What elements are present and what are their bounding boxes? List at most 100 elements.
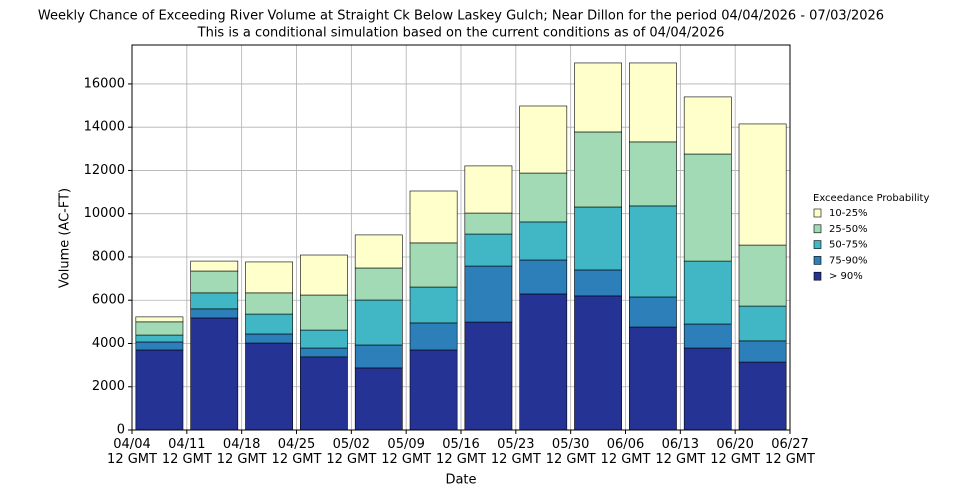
bar-segment: [409, 349, 458, 431]
bar-segment: [409, 242, 458, 288]
bar-segment: [190, 260, 239, 272]
bar-segment: [245, 342, 293, 431]
bar-segment: [519, 172, 568, 223]
x-tick-label: 04/11 12 GMT: [161, 437, 212, 467]
bar-segment: [135, 321, 184, 336]
bar-segment: [519, 105, 568, 174]
bar-segment: [300, 294, 348, 331]
x-tick-label: 04/25 12 GMT: [271, 437, 322, 467]
bar-segment: [300, 329, 348, 349]
bar-segment: [464, 233, 513, 267]
legend-label: 25-50%: [829, 224, 868, 235]
legend-label: 10-25%: [829, 208, 868, 219]
bar-segment: [190, 292, 239, 310]
x-tick-label: 06/13 12 GMT: [655, 437, 706, 467]
bar-segment: [629, 141, 677, 207]
bar-segment: [300, 356, 348, 431]
bar-segment: [464, 321, 513, 431]
bar-segment: [190, 270, 239, 294]
bar-segment: [519, 221, 568, 261]
bar-segment: [738, 361, 787, 431]
legend-label: 50-75%: [829, 240, 868, 251]
bar-segment: [683, 153, 732, 262]
bar-segment: [190, 308, 239, 319]
y-tick-label: 8000: [92, 249, 125, 264]
bar-segment: [135, 334, 184, 343]
x-tick-label: 05/30 12 GMT: [545, 437, 596, 467]
y-tick-label: 0: [117, 423, 125, 438]
bar-segment: [629, 326, 677, 431]
x-axis-label: Date: [445, 473, 476, 488]
x-tick-label: 06/06 12 GMT: [600, 437, 651, 467]
legend-swatch: [813, 271, 822, 281]
y-axis-label: Volume (AC-FT): [58, 188, 73, 288]
legend-swatch: [813, 208, 822, 218]
legend-label: 75-90%: [829, 255, 868, 266]
y-tick-label: 10000: [84, 206, 125, 221]
bar-segment: [574, 131, 622, 208]
bar-segment: [738, 305, 787, 342]
bar-segment: [300, 347, 348, 358]
bar-segment: [464, 265, 513, 323]
x-tick-label: 05/23 12 GMT: [490, 437, 541, 467]
y-tick-label: 16000: [84, 76, 125, 91]
bar-segment: [354, 299, 403, 346]
bar-segment: [683, 96, 732, 155]
bar-segment: [245, 313, 293, 335]
bar-segment: [135, 341, 184, 351]
y-tick-label: 6000: [92, 293, 125, 308]
x-tick-label: 05/09 12 GMT: [381, 437, 432, 467]
legend-title: Exceedance Probability: [813, 193, 929, 204]
bar-segment: [519, 293, 568, 431]
legend-swatch: [813, 256, 822, 265]
y-tick-label: 14000: [84, 120, 125, 135]
bar-segment: [354, 344, 403, 369]
bar-segment: [135, 349, 184, 431]
plot-frame: [131, 44, 791, 431]
bar-segment: [245, 333, 293, 344]
y-tick-label: 12000: [84, 163, 125, 178]
bar-segment: [574, 206, 622, 271]
bar-segment: [574, 62, 622, 133]
bar-segment: [738, 340, 787, 363]
x-tick-label: 04/18 12 GMT: [216, 437, 267, 467]
bar-segment: [629, 205, 677, 298]
bar-segment: [683, 260, 732, 325]
x-tick-label: 05/16 12 GMT: [436, 437, 486, 467]
x-tick-label: 06/20 12 GMT: [710, 437, 761, 467]
legend-label: > 90%: [829, 271, 863, 282]
y-tick-label: 4000: [92, 336, 125, 351]
bar-segment: [629, 296, 677, 328]
bar-segment: [683, 323, 732, 349]
bar-segment: [629, 62, 677, 143]
bar-segment: [409, 286, 458, 324]
bar-segment: [245, 292, 293, 315]
bar-segment: [738, 123, 787, 246]
chart-subtitle: This is a conditional simulation based o…: [197, 26, 725, 41]
bar-segment: [574, 295, 622, 431]
bar-segment: [409, 322, 458, 351]
bar-segment: [300, 254, 348, 296]
bar-segment: [354, 367, 403, 431]
bar-segment: [354, 267, 403, 301]
bar-segment: [135, 316, 184, 323]
bar-segment: [354, 234, 403, 269]
bar-segment: [738, 244, 787, 307]
bar-segment: [574, 269, 622, 297]
legend-swatch: [813, 240, 822, 249]
bar-segment: [190, 317, 239, 431]
x-tick-label: 05/02 12 GMT: [326, 437, 377, 467]
bar-segment: [464, 212, 513, 235]
bar-segment: [519, 259, 568, 295]
bar-segment: [409, 190, 458, 244]
bar-segment: [464, 165, 513, 214]
bar-segment: [245, 261, 293, 294]
bar-segment: [683, 347, 732, 431]
x-tick-label: 06/27 12 GMT: [765, 437, 815, 467]
chart-title: Weekly Chance of Exceeding River Volume …: [38, 9, 884, 24]
x-tick-label: 04/04 12 GMT: [107, 437, 157, 467]
legend-swatch: [813, 224, 822, 234]
y-tick-label: 2000: [92, 379, 125, 394]
